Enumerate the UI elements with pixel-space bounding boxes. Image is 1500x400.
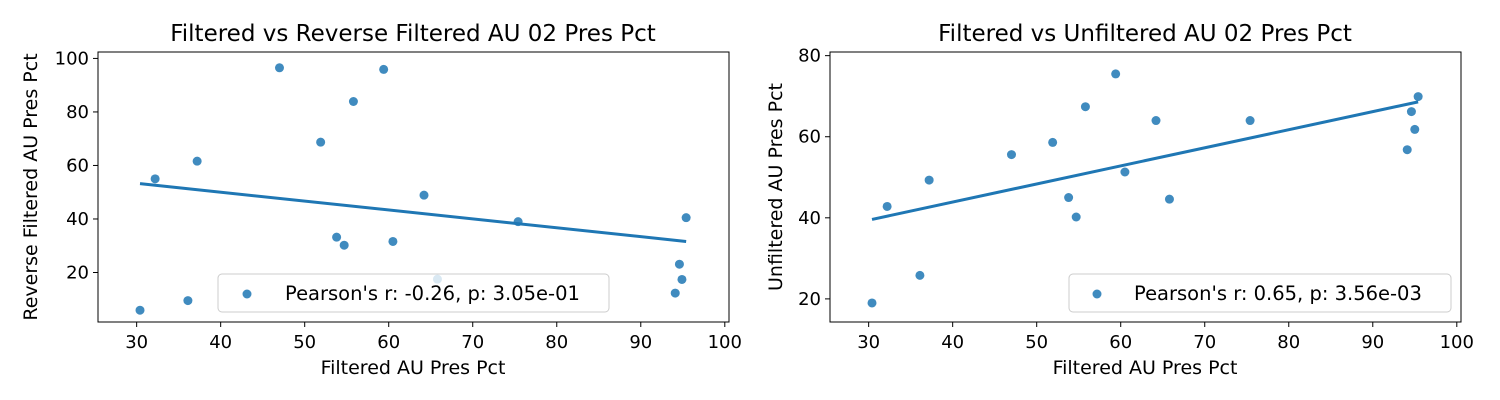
data-point (681, 213, 691, 223)
chart-panel-1: Filtered vs Reverse Filtered AU 02 Pres … (20, 21, 742, 379)
data-point (419, 190, 429, 200)
data-point (316, 137, 326, 147)
chart-panel-2: Filtered vs Unfiltered AU 02 Pres Pct 30… (765, 21, 1474, 379)
data-point (339, 240, 349, 250)
legend-marker-1 (242, 289, 252, 299)
data-point (150, 174, 160, 184)
data-point (1410, 124, 1420, 134)
x-axis-label-1: Filtered AU Pres Pct (321, 357, 506, 379)
data-point (1111, 69, 1121, 79)
legend-marker-2 (1092, 289, 1102, 299)
x-tick-label: 60 (1109, 332, 1132, 353)
y-ticks-1: 20 40 60 80 100 (55, 48, 98, 283)
data-point (882, 201, 892, 211)
data-point (1151, 116, 1161, 126)
legend-label-2: Pearson's r: 0.65, p: 3.56e-03 (1134, 282, 1422, 305)
axes-frame-1 (97, 51, 730, 323)
data-point (915, 270, 925, 280)
x-axis-label-2: Filtered AU Pres Pct (1053, 357, 1238, 379)
points-group-2 (867, 69, 1423, 308)
data-point (1164, 194, 1174, 204)
data-point (867, 298, 877, 308)
legend-box-1 (217, 273, 610, 313)
x-tick-label: 100 (1440, 332, 1474, 353)
y-tick-label: 20 (798, 289, 821, 310)
data-point (379, 64, 389, 74)
data-point (388, 236, 398, 246)
y-tick-label: 100 (55, 48, 89, 69)
data-point (677, 274, 687, 284)
data-point (183, 296, 193, 306)
x-tick-label: 70 (1193, 332, 1216, 353)
y-axis-label-2: Unfiltered AU Pres Pct (765, 83, 787, 291)
data-point (1245, 116, 1255, 126)
data-point (1064, 193, 1074, 203)
data-point (1071, 212, 1081, 222)
legend-label-1: Pearson's r: -0.26, p: 3.05e-01 (285, 282, 580, 305)
legend-1: Pearson's r: -0.26, p: 3.05e-01 (217, 273, 610, 313)
x-tick-label: 90 (629, 332, 652, 353)
x-tick-label: 60 (377, 332, 400, 353)
y-axis-label-1: Reverse Filtered AU Pres Pct (20, 53, 42, 320)
legend-2: Pearson's r: 0.65, p: 3.56e-03 (1068, 273, 1452, 313)
data-point (1406, 107, 1416, 117)
x-tick-label: 80 (545, 332, 568, 353)
y-tick-label: 40 (66, 209, 89, 230)
x-ticks-2: 30 40 50 60 70 80 90 100 (857, 322, 1474, 353)
data-point (924, 175, 934, 185)
y-tick-label: 60 (66, 155, 89, 176)
data-point (1402, 145, 1412, 155)
data-point (1120, 167, 1130, 177)
x-ticks-1: 30 40 50 60 70 80 90 100 (125, 322, 742, 353)
regression-line-group-1 (139, 182, 687, 243)
y-ticks-2: 20 40 60 80 (798, 46, 830, 310)
x-tick-label: 40 (209, 332, 232, 353)
y-tick-label: 40 (798, 208, 821, 229)
x-tick-label: 30 (125, 332, 148, 353)
regression-line-group-2 (871, 100, 1419, 221)
x-tick-label: 80 (1277, 332, 1300, 353)
y-tick-label: 80 (798, 46, 821, 67)
data-point (348, 97, 358, 107)
y-tick-label: 60 (798, 127, 821, 148)
chart-title-2: Filtered vs Unfiltered AU 02 Pres Pct (938, 21, 1352, 47)
data-point (670, 288, 680, 298)
x-tick-label: 30 (857, 332, 880, 353)
data-point (135, 305, 145, 315)
data-point (1080, 102, 1090, 112)
x-tick-label: 50 (293, 332, 316, 353)
y-tick-label: 80 (66, 102, 89, 123)
regression-line (871, 100, 1419, 221)
chart-title-1: Filtered vs Reverse Filtered AU 02 Pres … (170, 21, 656, 47)
x-tick-label: 100 (708, 332, 742, 353)
data-point (674, 259, 684, 269)
x-tick-label: 90 (1361, 332, 1384, 353)
legend-box-2 (1068, 273, 1452, 313)
data-point (1048, 137, 1058, 147)
regression-line (139, 182, 687, 243)
data-point (1006, 150, 1016, 160)
x-tick-label: 40 (941, 332, 964, 353)
x-tick-label: 70 (461, 332, 484, 353)
data-point (192, 156, 202, 166)
axes-frame-2 (829, 51, 1462, 323)
data-point (274, 63, 284, 73)
x-tick-label: 50 (1025, 332, 1048, 353)
data-point (1413, 92, 1423, 102)
data-point (332, 232, 342, 242)
y-tick-label: 20 (66, 262, 89, 283)
